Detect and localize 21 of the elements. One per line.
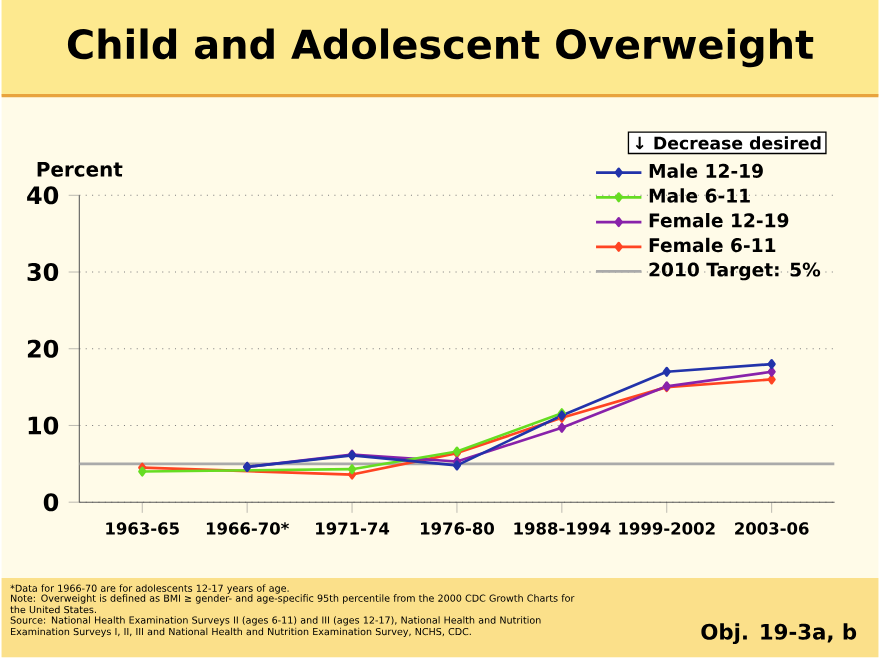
legend-label: Female 12-19 [649,213,789,228]
y-tick-label: 30 [27,263,59,282]
y-tick-label: 20 [27,339,59,358]
legend-label: Male 6-11 [649,188,750,203]
x-tick-label: 1966-70* [206,522,289,535]
x-tick-label: 1988-1994 [514,522,611,535]
x-tick-label: 1976-80 [421,522,494,535]
y-tick-label: 10 [28,416,59,435]
y-axis-title: Percent [37,162,123,177]
x-tick-label: 1963-65 [106,522,179,535]
x-tick-label: 2003-06 [735,522,809,535]
chart-title: Child and Adolescent Overweight [67,28,814,68]
x-tick-label: 1971-74 [316,522,390,535]
legend-label: Male 12-19 [649,163,763,179]
x-tick-label: 1999-2002 [619,522,715,535]
legend-label: 2010 Target: 5% [649,262,821,281]
y-tick-label: 0 [43,493,59,512]
legend-label: Female 6-11 [649,237,776,253]
text: Obj. 19-3a, b [701,623,857,645]
text: ↓ Decrease desired [635,136,821,150]
y-tick-label: 40 [27,186,59,205]
